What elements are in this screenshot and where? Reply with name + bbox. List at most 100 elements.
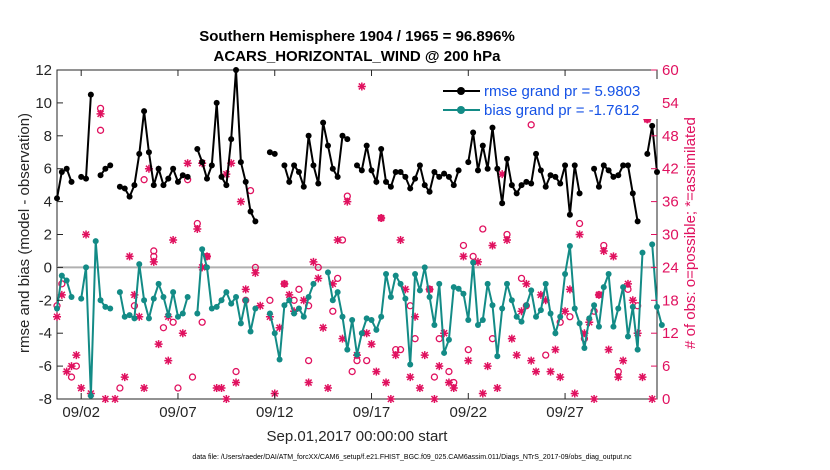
bias-point (233, 294, 240, 301)
rmse-point (266, 149, 273, 156)
chart-subtitle: ACARS_HORIZONTAL_WIND @ 200 hPa (214, 48, 502, 65)
obs-assimilated-point (435, 362, 444, 371)
obs-assimilated-point (570, 389, 579, 398)
bias-point (624, 333, 631, 340)
rmse-point (387, 183, 394, 190)
obs-assimilated-point (425, 285, 434, 294)
bias-point (620, 284, 627, 291)
obs-assimilated-point (82, 230, 91, 239)
bias-point (295, 305, 302, 312)
obs-assimilated-point (357, 82, 366, 91)
rmse-point (610, 173, 617, 180)
x-tick-label: 09/22 (450, 404, 488, 421)
obs-possible-point (140, 176, 148, 184)
x-tick-label: 09/02 (62, 404, 100, 421)
obs-assimilated-point (541, 296, 550, 305)
bias-point (170, 289, 177, 296)
bias-point (416, 287, 423, 294)
legend-bias-marker (457, 106, 465, 114)
obs-assimilated-point (149, 257, 158, 266)
obs-assimilated-point (338, 334, 347, 343)
rmse-point (494, 165, 501, 172)
bias-point (126, 312, 133, 319)
bias-point (223, 289, 230, 296)
rmse-point (644, 150, 651, 157)
obs-assimilated-point (304, 378, 313, 387)
x-axis-label: Sep.01,2017 00:00:00 start (267, 428, 449, 445)
bias-point (150, 295, 157, 302)
obs-assimilated-point (328, 279, 337, 288)
bias-point (329, 297, 336, 304)
rmse-point (233, 67, 240, 73)
bias-point (310, 280, 317, 287)
bias-point (83, 264, 90, 271)
y-tick-label: 4 (44, 194, 52, 211)
bias-point (566, 243, 573, 250)
bias-point (436, 280, 443, 287)
y-tick-label: -6 (39, 358, 52, 375)
obs-assimilated-point (536, 290, 545, 299)
obs-possible-point (396, 345, 405, 354)
rmse-point (412, 175, 419, 182)
rmse-point (305, 132, 312, 139)
obs-possible-point (304, 356, 313, 365)
bias-point (474, 321, 481, 328)
obs-assimilated-point (386, 395, 395, 403)
bias-point (228, 300, 235, 307)
y-tick-label: 10 (35, 95, 52, 112)
obs-assimilated-point (285, 290, 294, 299)
bias-point (455, 285, 462, 292)
bias-point (131, 315, 138, 322)
obs-assimilated-point (503, 235, 511, 244)
rmse-line-segment (196, 69, 257, 222)
obs-assimilated-point (643, 115, 652, 124)
bias-point (358, 330, 365, 337)
obs-assimilated-point (604, 345, 613, 354)
obs-assimilated-point (319, 323, 328, 332)
rmse-point (63, 165, 70, 172)
bias-point (397, 280, 404, 287)
y2-tick-label: 30 (662, 227, 679, 244)
rmse-point (87, 91, 94, 98)
obs-assimilated-point (212, 384, 221, 393)
rmse-point (474, 167, 481, 174)
bias-point (484, 280, 491, 287)
rmse-point (504, 155, 510, 162)
bias-point (412, 270, 419, 277)
rmse-point (634, 218, 641, 225)
rmse-point (252, 218, 259, 225)
chart-title: Southern Hemisphere 1904 / 1965 = 96.896… (199, 28, 515, 45)
rmse-point (402, 173, 409, 180)
bias-point (576, 320, 583, 327)
y-tick-label: 2 (44, 227, 52, 244)
obs-assimilated-point (415, 384, 424, 393)
bias-line-segment (268, 283, 315, 360)
rmse-point (649, 122, 656, 129)
y2-axis-label: # of obs: o=possible; *=assimilated (682, 117, 699, 349)
obs-assimilated-point (67, 362, 76, 371)
obs-assimilated-point (488, 241, 497, 250)
rmse-point (58, 168, 65, 175)
obs-possible-point (411, 335, 419, 343)
rmse-point (54, 195, 60, 202)
obs-possible-point (96, 126, 105, 134)
obs-assimilated-point (623, 279, 632, 288)
rmse-point (547, 172, 554, 179)
x-tick-label: 09/07 (159, 404, 197, 421)
obs-possible-point (445, 367, 453, 376)
obs-assimilated-point (232, 378, 241, 387)
obs-assimilated-point (154, 340, 163, 349)
rmse-point (83, 175, 90, 182)
obs-assimilated-point (444, 378, 453, 387)
rmse-point (208, 162, 215, 169)
bias-point (426, 294, 433, 301)
bias-line-segment (118, 263, 189, 321)
bias-point (629, 303, 636, 310)
obs-possible-point (435, 335, 443, 343)
rmse-point (354, 162, 360, 169)
bias-line-segment (56, 273, 73, 309)
rmse-point (576, 190, 583, 197)
rmse-point (170, 165, 177, 172)
obs-assimilated-point (362, 329, 371, 338)
rmse-point (528, 180, 535, 187)
